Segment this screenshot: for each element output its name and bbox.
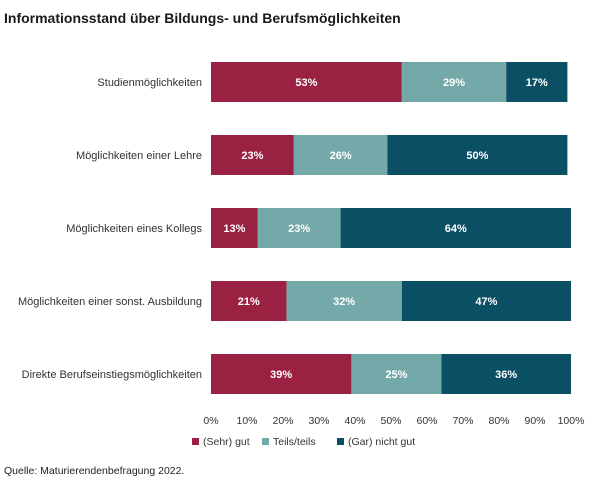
data-label: 26% <box>330 150 352 162</box>
bar-segment <box>293 135 388 175</box>
data-label: 21% <box>238 296 260 308</box>
bar-segment <box>211 281 287 321</box>
data-label: 39% <box>270 369 292 381</box>
data-label: 23% <box>241 150 263 162</box>
data-label: 17% <box>526 77 548 89</box>
x-tick-label: 10% <box>236 415 257 427</box>
bar-segment <box>387 135 568 175</box>
bar-segment <box>441 354 571 394</box>
x-tick-label: 80% <box>488 415 509 427</box>
x-tick-label: 40% <box>344 415 365 427</box>
legend-label: (Sehr) gut <box>203 436 250 448</box>
category-label: Möglichkeiten eines Kollegs <box>66 223 202 235</box>
category-label: Möglichkeiten einer Lehre <box>76 150 202 162</box>
category-label: Möglichkeiten einer sonst. Ausbildung <box>18 296 202 308</box>
data-label: 47% <box>475 296 497 308</box>
source-note: Quelle: Maturierendenbefragung 2022. <box>4 465 185 477</box>
data-label: 13% <box>223 223 245 235</box>
x-tick-label: 90% <box>524 415 545 427</box>
bar-segment <box>257 208 341 248</box>
data-label: 32% <box>333 296 355 308</box>
x-tick-label: 30% <box>308 415 329 427</box>
bar-segment <box>286 281 402 321</box>
data-label: 23% <box>288 223 310 235</box>
bar-segment <box>340 208 571 248</box>
x-tick-label: 0% <box>203 415 218 427</box>
data-label: 29% <box>443 77 465 89</box>
bar-segment <box>506 62 568 102</box>
legend-swatch <box>192 438 199 445</box>
category-label: Studienmöglichkeiten <box>97 77 202 89</box>
data-label: 50% <box>466 150 488 162</box>
bar-segment <box>211 354 352 394</box>
data-label: 25% <box>385 369 407 381</box>
bar-segment <box>211 135 294 175</box>
bar-segment <box>401 62 507 102</box>
bar-segment <box>401 281 571 321</box>
legend-label: (Gar) nicht gut <box>348 436 415 448</box>
bar-segment <box>211 62 402 102</box>
data-label: 64% <box>445 223 467 235</box>
legend-swatch <box>262 438 269 445</box>
chart-title: Informationsstand über Bildungs- und Ber… <box>4 10 401 26</box>
x-tick-label: 50% <box>380 415 401 427</box>
data-label: 53% <box>295 77 317 89</box>
x-tick-label: 100% <box>558 415 585 427</box>
category-label: Direkte Berufseinstiegsmöglichkeiten <box>22 369 202 381</box>
x-tick-label: 20% <box>272 415 293 427</box>
bar-segment <box>211 208 258 248</box>
bar-segment <box>351 354 442 394</box>
legend-swatch <box>337 438 344 445</box>
data-label: 36% <box>495 369 517 381</box>
x-tick-label: 60% <box>416 415 437 427</box>
x-tick-label: 70% <box>452 415 473 427</box>
legend-label: Teils/teils <box>273 436 316 448</box>
